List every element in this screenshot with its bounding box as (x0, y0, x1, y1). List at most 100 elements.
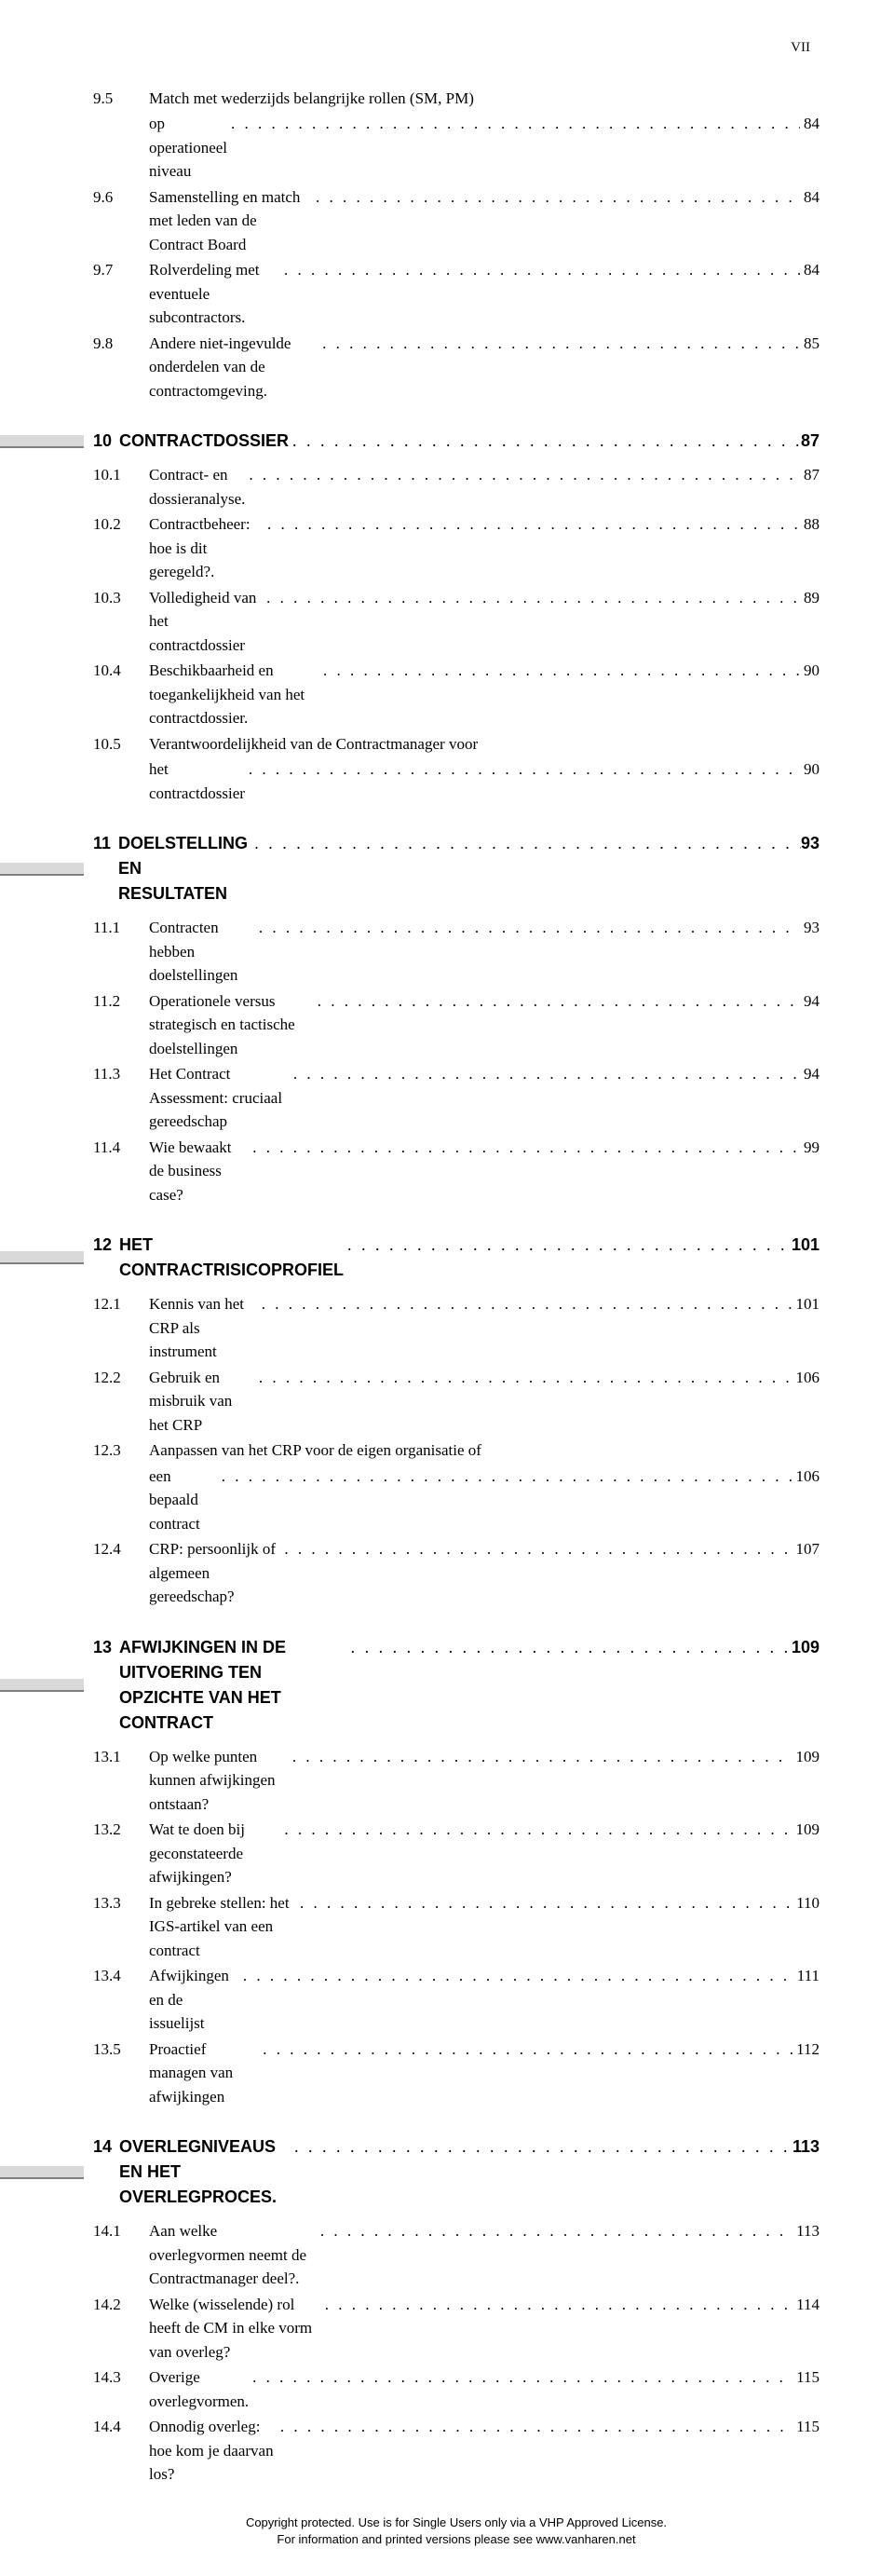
chapter-heading: 10CONTRACTDOSSIER. . . . . . . . . . . .… (93, 429, 820, 454)
toc-leader-dots: . . . . . . . . . . . . . . . . . . . . … (344, 1233, 792, 1258)
toc-leader-dots: . . . . . . . . . . . . . . . . . . . . … (245, 757, 800, 782)
toc-leader-dots: . . . . . . . . . . . . . . . . . . . . … (318, 332, 800, 356)
chapter-number: 10 (93, 429, 119, 454)
toc-entry-number: 13.4 (93, 1964, 149, 1988)
toc-entry-continuation: een bepaald contract. . . . . . . . . . … (93, 1465, 820, 1536)
toc-leader-dots: . . . . . . . . . . . . . . . . . . . . … (255, 1366, 792, 1390)
toc-entry: 14.1Aan welke overlegvormen neemt de Con… (93, 2219, 820, 2291)
chapter-page: 101 (792, 1233, 820, 1258)
chapter-page: 109 (792, 1635, 820, 1660)
toc-entry: 10.2Contractbeheer: hoe is dit geregeld?… (93, 512, 820, 584)
toc-entry-text: Op welke punten kunnen afwijkingen ontst… (149, 1745, 289, 1817)
toc-entry: 13.3In gebreke stellen: het IGS-artikel … (93, 1891, 820, 1963)
toc-entry-page: 93 (800, 916, 820, 940)
toc-entry: 9.8Andere niet-ingevulde onderdelen van … (93, 332, 820, 403)
toc-leader-dots: . . . . . . . . . . . . . . . . . . . . … (227, 112, 800, 136)
toc-entry: 9.5Match met wederzijds belangrijke roll… (93, 87, 820, 111)
toc-entry-text: Samenstelling en match met leden van de … (149, 185, 312, 257)
chapter-heading: 11DOELSTELLING EN RESULTATEN. . . . . . … (93, 831, 820, 906)
toc-entry: 10.1Contract- en dossieranalyse.. . . . … (93, 463, 820, 511)
toc-entry-text: Verantwoordelijkheid van de Contractmana… (149, 732, 820, 756)
toc-entry: 12.3Aanpassen van het CRP voor de eigen … (93, 1438, 820, 1463)
toc-entry-page: 99 (800, 1136, 820, 1160)
toc-entry: 10.5Verantwoordelijkheid van de Contract… (93, 732, 820, 756)
footer-line-1: Copyright protected. Use is for Single U… (93, 2515, 820, 2531)
chapter-title: DOELSTELLING EN RESULTATEN (118, 831, 251, 906)
toc-entry-text: Proactief managen van afwijkingen (149, 2038, 259, 2109)
toc-entry: 13.5Proactief managen van afwijkingen. .… (93, 2038, 820, 2109)
toc-entry-text: Aanpassen van het CRP voor de eigen orga… (149, 1438, 820, 1463)
toc-entry-page: 89 (800, 586, 820, 610)
toc-entry-number: 11.1 (93, 916, 149, 940)
toc-entry-text: Rolverdeling met eventuele subcontractor… (149, 258, 280, 330)
toc-entry-text: CRP: persoonlijk of algemeen gereedschap… (149, 1537, 280, 1609)
toc-entry-number: 9.7 (93, 258, 149, 282)
toc-leader-dots: . . . . . . . . . . . . . . . . . . . . … (314, 989, 800, 1014)
toc-entry: 13.4Afwijkingen en de issuelijst. . . . … (93, 1964, 820, 2036)
toc-leader-dots: . . . . . . . . . . . . . . . . . . . . … (347, 1635, 792, 1660)
toc-entry: 11.1Contracten hebben doelstellingen. . … (93, 916, 820, 988)
toc-entry-text: Welke (wisselende) rol heeft de CM in el… (149, 2293, 321, 2365)
toc-entry-number: 11.4 (93, 1136, 149, 1160)
toc-entry-number: 10.1 (93, 463, 149, 487)
toc-entry-number: 14.1 (93, 2219, 149, 2243)
chapter-title: HET CONTRACTRISICOPROFIEL (119, 1233, 344, 1283)
toc-entry: 11.3Het Contract Assessment: cruciaal ge… (93, 1062, 820, 1134)
toc-entry: 11.2Operationele versus strategisch en t… (93, 989, 820, 1061)
toc-entry: 14.4Onnodig overleg: hoe kom je daarvan … (93, 2415, 820, 2487)
toc-entry-text: Contract- en dossieranalyse. (149, 463, 245, 511)
toc-entry-page: 84 (800, 112, 820, 136)
toc-entry-number: 10.2 (93, 512, 149, 537)
toc-entry-page: 90 (800, 659, 820, 683)
toc-entry-continuation: het contractdossier. . . . . . . . . . .… (93, 757, 820, 805)
toc-entry-number: 13.2 (93, 1818, 149, 1842)
toc-entry-text: Andere niet-ingevulde onderdelen van de … (149, 332, 318, 403)
toc-entry-page: 110 (792, 1891, 820, 1915)
toc-entry-page: 109 (792, 1745, 820, 1769)
toc-entry-continuation: op operationeel niveau. . . . . . . . . … (93, 112, 820, 184)
toc-entry-page: 101 (792, 1292, 820, 1316)
toc-entry: 12.2Gebruik en misbruik van het CRP. . .… (93, 1366, 820, 1438)
toc-entry-page: 111 (793, 1964, 820, 1988)
toc-entry-page: 84 (800, 185, 820, 210)
toc-entry-number: 12.2 (93, 1366, 149, 1390)
toc-entry-number: 11.3 (93, 1062, 149, 1086)
toc-entry-number: 13.3 (93, 1891, 149, 1915)
toc-entry: 12.1Kennis van het CRP als instrument. .… (93, 1292, 820, 1364)
toc-entry: 10.3Volledigheid van het contractdossier… (93, 586, 820, 658)
toc-leader-dots: . . . . . . . . . . . . . . . . . . . . … (249, 2365, 792, 2390)
toc-leader-dots: . . . . . . . . . . . . . . . . . . . . … (239, 1964, 793, 1988)
toc-leader-dots: . . . . . . . . . . . . . . . . . . . . … (289, 1745, 792, 1769)
chapter-number: 14 (93, 2134, 119, 2160)
toc-leader-dots: . . . . . . . . . . . . . . . . . . . . … (218, 1465, 792, 1489)
toc-entry-page: 84 (800, 258, 820, 282)
toc-entry-text: het contractdossier (149, 757, 245, 805)
chapter-title: CONTRACTDOSSIER (119, 429, 289, 454)
toc-leader-dots: . . . . . . . . . . . . . . . . . . . . … (258, 1292, 792, 1316)
chapter-number: 13 (93, 1635, 119, 1660)
toc-entry-number: 12.3 (93, 1438, 149, 1463)
toc-entry-number: 10.4 (93, 659, 149, 683)
toc-entry-number: 14.2 (93, 2293, 149, 2317)
chapter-heading: 14OVERLEGNIVEAUS EN HET OVERLEGPROCES.. … (93, 2134, 820, 2210)
toc-entry-text: een bepaald contract (149, 1465, 218, 1536)
toc-leader-dots: . . . . . . . . . . . . . . . . . . . . … (280, 1818, 792, 1842)
toc-leader-dots: . . . . . . . . . . . . . . . . . . . . … (264, 512, 800, 537)
toc-leader-dots: . . . . . . . . . . . . . . . . . . . . … (280, 1537, 792, 1561)
toc-entry-text: Volledigheid van het contractdossier (149, 586, 263, 658)
chapter-page: 93 (801, 831, 820, 856)
toc-entry-page: 90 (800, 757, 820, 782)
toc-leader-dots: . . . . . . . . . . . . . . . . . . . . … (296, 1891, 792, 1915)
toc-entry-page: 115 (792, 2365, 820, 2390)
toc-leader-dots: . . . . . . . . . . . . . . . . . . . . … (280, 258, 800, 282)
toc-entry: 13.1Op welke punten kunnen afwijkingen o… (93, 1745, 820, 1817)
toc-entry-text: Afwijkingen en de issuelijst (149, 1964, 239, 2036)
toc-entry-page: 114 (792, 2293, 820, 2317)
toc-entry-page: 113 (792, 2219, 820, 2243)
chapter-number: 12 (93, 1233, 119, 1258)
toc-entry-page: 112 (792, 2038, 820, 2062)
table-of-contents: 9.5Match met wederzijds belangrijke roll… (93, 87, 820, 2487)
toc-entry: 14.2Welke (wisselende) rol heeft de CM i… (93, 2293, 820, 2365)
toc-entry-text: Overige overlegvormen. (149, 2365, 249, 2413)
chapter-heading: 12HET CONTRACTRISICOPROFIEL. . . . . . .… (93, 1233, 820, 1283)
